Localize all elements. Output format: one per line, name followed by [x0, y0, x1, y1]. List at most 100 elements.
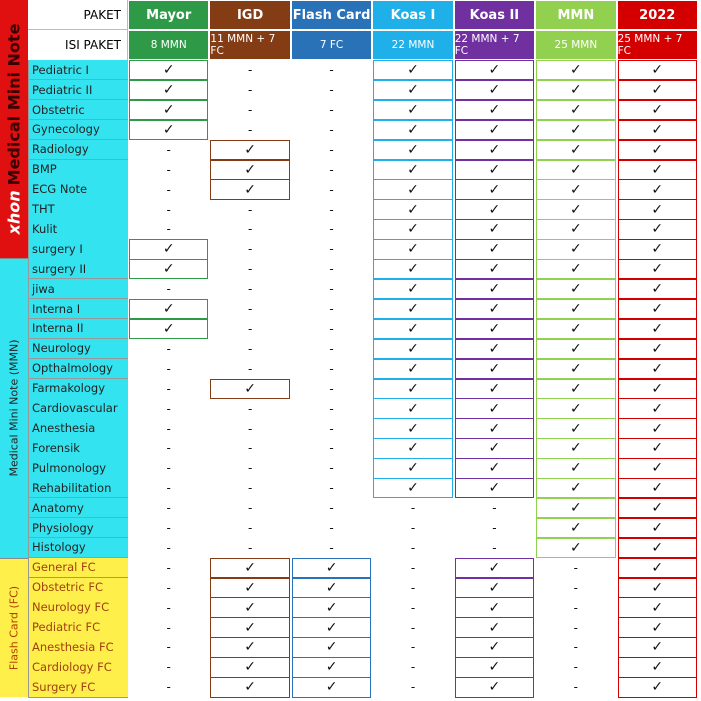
cell: ✓: [536, 119, 616, 141]
cell: -: [410, 680, 416, 695]
package-content: 22 MMN + 7 FC: [453, 30, 536, 60]
cell: -: [492, 501, 497, 516]
cell: -: [247, 441, 253, 456]
cell: ✓: [536, 60, 616, 81]
cell: ✓: [129, 79, 209, 101]
cell: ✓: [617, 458, 697, 479]
cell: ✓: [129, 99, 209, 121]
cell: ✓: [291, 597, 372, 618]
cell: ✓: [536, 458, 616, 479]
cell: ✓: [536, 139, 616, 161]
topic: Obstetric: [28, 99, 128, 121]
cell: -: [247, 481, 253, 496]
topic: surgery I: [28, 239, 128, 260]
cell: ✓: [454, 358, 535, 379]
cell: ✓: [536, 478, 616, 499]
header-label: ISI PAKET: [28, 30, 128, 60]
package-name: 2022: [616, 0, 698, 30]
header-label: PAKET: [28, 0, 128, 30]
cell: ✓: [536, 199, 616, 220]
cell: ✓: [617, 179, 697, 200]
cell: ✓: [454, 677, 535, 698]
cell: -: [247, 461, 253, 476]
cell: ✓: [129, 239, 209, 260]
cell: -: [573, 640, 579, 655]
cell: -: [166, 540, 171, 555]
cell: ✓: [536, 99, 616, 121]
cell: -: [329, 122, 334, 137]
topic: Kulit: [28, 219, 128, 240]
cell: ✓: [617, 577, 697, 598]
cell: ✓: [536, 398, 616, 419]
cell: -: [166, 501, 171, 516]
cell: ✓: [617, 159, 697, 180]
cell: ✓: [210, 637, 290, 658]
cell: ✓: [536, 298, 616, 320]
topic: Pediatric II: [28, 79, 128, 101]
cell: -: [247, 83, 253, 98]
cell: -: [329, 302, 334, 317]
brand-label: xhon Medical Mini Note: [5, 24, 24, 235]
topic: jiwa: [28, 278, 128, 300]
package-name: Flash Card: [290, 0, 373, 30]
cell: -: [573, 620, 579, 635]
cell: ✓: [373, 139, 453, 161]
cell: ✓: [373, 458, 453, 479]
section-label: Medical Mini Note (MMN): [7, 339, 21, 477]
cell: ✓: [536, 517, 616, 539]
cell: ✓: [617, 597, 697, 618]
cell: -: [329, 282, 334, 297]
cell: ✓: [617, 199, 697, 220]
cell: ✓: [617, 418, 697, 439]
cell: ✓: [373, 378, 453, 399]
cell: -: [329, 421, 334, 436]
cell: -: [247, 202, 253, 217]
cell: ✓: [454, 159, 535, 180]
cell: ✓: [536, 239, 616, 260]
cell: -: [166, 222, 171, 237]
cell: -: [247, 222, 253, 237]
cell: ✓: [454, 597, 535, 618]
cell: ✓: [454, 298, 535, 320]
cell: ✓: [454, 557, 535, 579]
cell: ✓: [210, 677, 290, 698]
cell: ✓: [454, 657, 535, 678]
cell: -: [329, 540, 334, 555]
package-content: 25 MMN: [535, 30, 617, 60]
cell: -: [166, 441, 171, 456]
cell: -: [166, 162, 171, 177]
topic: Cardiovascular: [28, 398, 128, 419]
topic: Forensik: [28, 438, 128, 459]
cell: ✓: [373, 318, 453, 340]
cell: -: [166, 381, 171, 396]
cell: -: [247, 321, 253, 336]
cell: ✓: [291, 617, 372, 638]
cell: ✓: [536, 278, 616, 300]
cell: ✓: [454, 637, 535, 658]
cell: ✓: [617, 358, 697, 379]
cell: -: [166, 182, 171, 197]
cell: ✓: [454, 418, 535, 439]
cell: -: [329, 521, 334, 536]
package-content: 25 MMN + 7 FC: [616, 30, 698, 60]
cell: ✓: [617, 99, 697, 121]
topic: Farmakology: [28, 378, 128, 399]
package-content: 22 MMN: [372, 30, 454, 60]
cell: ✓: [454, 139, 535, 161]
cell: -: [329, 202, 334, 217]
cell: -: [492, 521, 497, 536]
cell: -: [329, 162, 334, 177]
section-strip: Flash Card (FC): [0, 557, 28, 697]
cell: -: [166, 521, 171, 536]
topic: Neurology FC: [28, 597, 128, 618]
cell: ✓: [617, 79, 697, 101]
cell: ✓: [373, 438, 453, 459]
cell: -: [329, 461, 334, 476]
cell: -: [329, 401, 334, 416]
cell: -: [247, 242, 253, 257]
cell: ✓: [617, 60, 697, 81]
cell: ✓: [536, 79, 616, 101]
cell: ✓: [617, 259, 697, 280]
cell: -: [166, 202, 171, 217]
